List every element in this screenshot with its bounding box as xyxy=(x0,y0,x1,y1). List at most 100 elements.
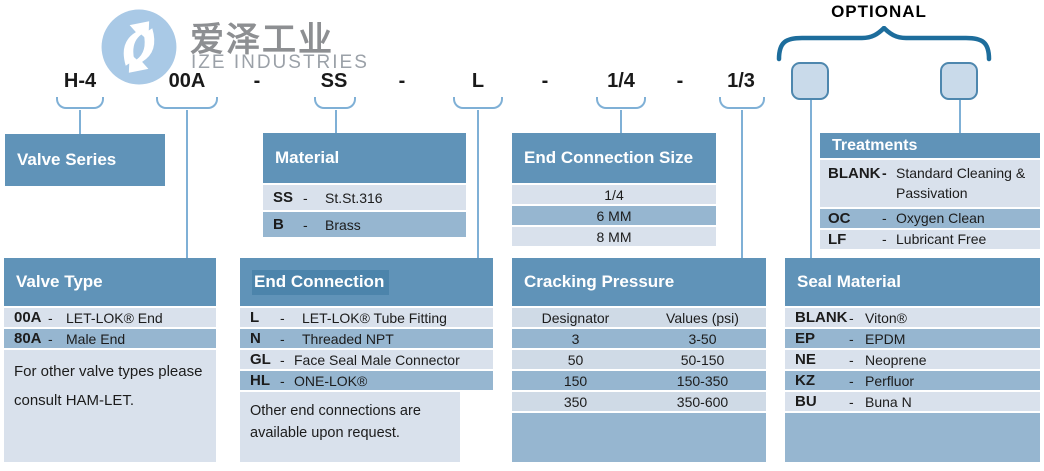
valve-type-note: For other valve types please consult HAM… xyxy=(4,350,216,462)
end-connection-size-row: 6 MM xyxy=(512,206,716,227)
cp-values: 50-150 xyxy=(680,351,725,368)
seal-material-row-code: BU xyxy=(795,393,817,410)
valve-type-row-desc: Male End xyxy=(66,330,126,347)
valve-type-title: Valve Type xyxy=(4,258,216,308)
cp-values: 350-600 xyxy=(676,393,729,410)
connector-valve-series xyxy=(79,110,81,134)
seal-material-row-desc: Buna N xyxy=(865,393,912,410)
code-separator: - xyxy=(676,70,684,92)
treatments-row-code: BLANK xyxy=(828,165,881,182)
treatments-row-code: LF xyxy=(828,230,847,248)
cracking-pressure-row: 150 150-350 xyxy=(512,371,766,392)
treatments-title: Treatments xyxy=(820,133,1040,160)
code-separator: - xyxy=(541,70,549,92)
code-segment-valve-type: 00A xyxy=(168,70,206,92)
optional-slot-treatments xyxy=(940,62,978,100)
treatments-row-desc: Oxygen Clean xyxy=(896,210,985,227)
end-connection-row: L - LET-LOK® Tube Fitting xyxy=(240,308,493,329)
dash: - xyxy=(849,372,854,389)
valve-type-row: 80A - Male End xyxy=(4,329,216,350)
cracking-pressure-row: 350 350-600 xyxy=(512,392,766,413)
brace-cracking xyxy=(719,97,765,109)
end-connection-note: Other end connections are available upon… xyxy=(240,392,460,462)
end-connection-row-desc: LET-LOK® Tube Fitting xyxy=(302,309,447,326)
end-connection-row: N - Threaded NPT xyxy=(240,329,493,350)
end-connection-row-code: L xyxy=(250,309,260,326)
valve-series-box: Valve Series xyxy=(5,134,165,186)
cracking-pressure-col-values: Values (psi) xyxy=(666,309,739,326)
material-title: Material xyxy=(263,133,466,185)
cp-values: 150-350 xyxy=(676,372,729,389)
brace-material xyxy=(314,97,356,109)
cracking-pressure-box: Cracking Pressure Designator Values (psi… xyxy=(512,258,766,462)
seal-material-filler xyxy=(785,413,1040,462)
treatments-row-desc: Standard Cleaning & Passivation xyxy=(896,165,1026,202)
dash: - xyxy=(48,309,53,326)
end-connection-title: End Connection xyxy=(240,258,493,308)
connector-seal-material xyxy=(810,100,812,258)
seal-material-title: Seal Material xyxy=(785,258,1040,308)
end-connection-row: GL - Face Seal Male Connector xyxy=(240,350,493,371)
dash: - xyxy=(849,393,854,410)
dash: - xyxy=(849,330,854,347)
code-segment-size: 1/4 xyxy=(607,70,635,92)
cp-designator: 350 xyxy=(563,393,588,410)
brand-name-english: IZE INDUSTRIES xyxy=(191,52,369,73)
seal-material-row-code: BLANK xyxy=(795,309,848,326)
seal-material-row-desc: Neoprene xyxy=(865,351,927,368)
material-row-code: B xyxy=(273,216,284,233)
material-row: B - Brass xyxy=(263,212,466,239)
connector-valve-type xyxy=(186,110,188,258)
cracking-pressure-row: 3 3-50 xyxy=(512,329,766,350)
valve-type-row-code: 00A xyxy=(14,309,42,326)
dash: - xyxy=(280,309,285,326)
optional-label: OPTIONAL xyxy=(831,2,927,21)
end-connection-size-row: 1/4 xyxy=(512,185,716,206)
material-row-desc: Brass xyxy=(325,216,361,233)
treatments-box: Treatments BLANK - Standard Cleaning & P… xyxy=(820,133,1040,251)
code-segment-material: SS xyxy=(320,70,348,92)
seal-material-row: NE - Neoprene xyxy=(785,350,1040,371)
end-connection-row-desc: ONE-LOK® xyxy=(294,372,368,389)
dash: - xyxy=(280,351,285,368)
seal-material-row-desc: EPDM xyxy=(865,330,906,347)
treatments-row-code: OC xyxy=(828,209,851,227)
treatments-row: OC - Oxygen Clean xyxy=(820,208,1040,230)
valve-series-title: Valve Series xyxy=(5,134,165,186)
end-connection-box: End Connection L - LET-LOK® Tube Fitting… xyxy=(240,258,493,462)
connector-treatments xyxy=(959,100,961,133)
dash: - xyxy=(303,189,308,206)
dash: - xyxy=(849,309,854,326)
valve-type-row: 00A - LET-LOK® End xyxy=(4,308,216,329)
cp-designator: 50 xyxy=(567,351,584,368)
connector-size xyxy=(620,110,622,133)
code-separator: - xyxy=(253,70,261,92)
material-row-desc: St.St.316 xyxy=(325,189,383,206)
seal-material-row: EP - EPDM xyxy=(785,329,1040,350)
valve-type-box: Valve Type 00A - LET-LOK® End 80A - Male… xyxy=(4,258,216,462)
dash: - xyxy=(48,330,53,347)
cracking-pressure-title: Cracking Pressure xyxy=(512,258,766,308)
seal-material-row: BLANK - Viton® xyxy=(785,308,1040,329)
material-box: Material SS - St.St.316 B - Brass xyxy=(263,133,466,239)
end-connection-row-desc: Face Seal Male Connector xyxy=(294,351,460,368)
end-connection-row: HL - ONE-LOK® xyxy=(240,371,493,392)
dash: - xyxy=(303,216,308,233)
end-connection-row-desc: Threaded NPT xyxy=(302,330,394,347)
optional-slot-seal-material xyxy=(791,62,829,100)
end-connection-size-box: End Connection Size 1/4 6 MM 8 MM xyxy=(512,133,716,248)
code-separator: - xyxy=(398,70,406,92)
dash: - xyxy=(280,372,285,389)
treatments-row: BLANK - Standard Cleaning & Passivation xyxy=(820,160,1040,209)
end-connection-row-code: HL xyxy=(250,372,270,389)
dash: - xyxy=(882,231,887,248)
dash: - xyxy=(882,210,887,227)
treatments-row: LF - Lubricant Free xyxy=(820,229,1040,251)
material-row: SS - St.St.316 xyxy=(263,185,466,212)
brace-end-connection xyxy=(453,97,503,109)
connector-material xyxy=(335,110,337,133)
code-segment-cracking: 1/3 xyxy=(727,70,755,92)
cracking-pressure-filler xyxy=(512,413,766,462)
seal-material-row: BU - Buna N xyxy=(785,392,1040,413)
